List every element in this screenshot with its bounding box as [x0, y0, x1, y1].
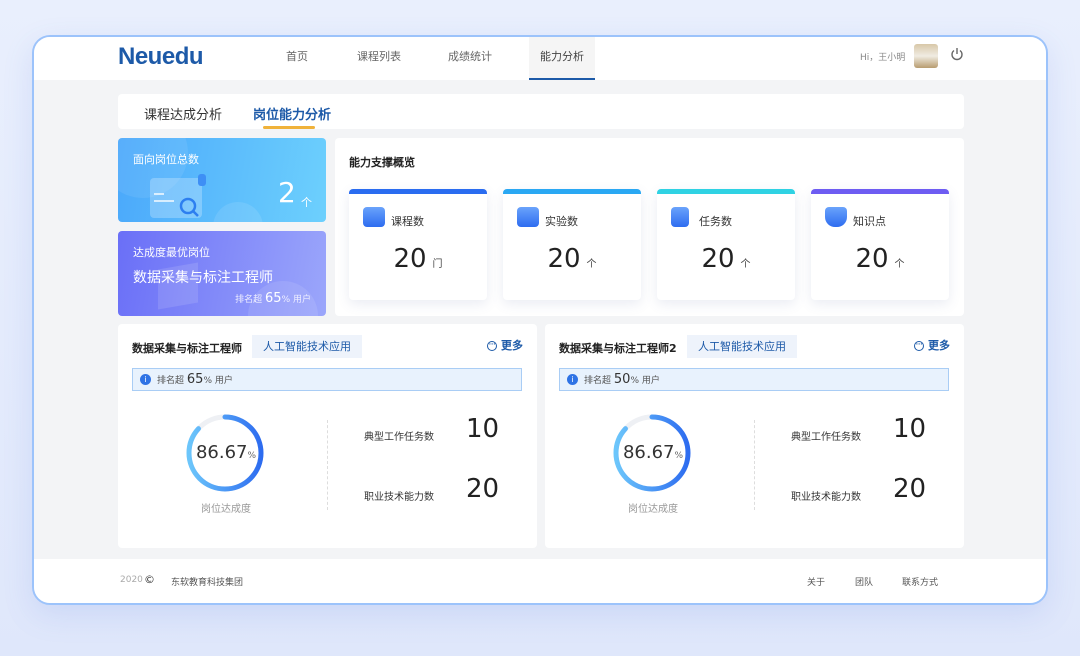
position-panel: 数据采集与标注工程师2 人工智能技术应用 ··· 更多 i 排名超 50% 用户 …: [545, 324, 964, 548]
active-tab-indicator: [263, 126, 315, 129]
more-icon: ···: [914, 341, 925, 351]
degree-value: 86.67%: [195, 442, 257, 463]
major-tag[interactable]: 人工智能技术应用: [687, 335, 797, 358]
abilities-label: 职业技术能力数: [791, 492, 861, 503]
degree-ring: [186, 414, 264, 492]
info-icon: i: [567, 374, 578, 385]
stat-card-courses[interactable]: 课程数 20 门: [349, 189, 487, 300]
best-position-card: 达成度最优岗位 数据采集与标注工程师 排名超 65% 用户: [118, 231, 326, 316]
stat-label: 知识点: [853, 215, 886, 228]
divider: [754, 420, 755, 510]
footer-link-team[interactable]: 团队: [855, 578, 874, 588]
total-positions-label: 面向岗位总数: [133, 153, 199, 166]
total-positions-unit: 个: [301, 196, 312, 209]
overview-title: 能力支撑概览: [349, 156, 415, 169]
tab-position-ability[interactable]: 岗位能力分析: [253, 108, 332, 123]
copyright-icon: ©: [144, 573, 155, 586]
tasks-value: 10: [466, 414, 500, 444]
stat-label: 实验数: [545, 215, 578, 228]
stat-card-experiments[interactable]: 实验数 20 个: [503, 189, 641, 300]
graduation-cap-icon: [825, 207, 847, 227]
degree-value: 86.67%: [622, 442, 684, 463]
abilities-value: 20: [893, 474, 927, 504]
more-icon: ···: [487, 341, 498, 351]
stat-label: 课程数: [391, 215, 424, 228]
stat-value: 20 个: [701, 244, 751, 274]
abilities-value: 20: [466, 474, 500, 504]
best-position-name: 数据采集与标注工程师: [133, 270, 273, 286]
top-header: Neuedu 首页 课程列表 成绩统计 能力分析 Hi，王小明: [34, 37, 1046, 80]
footer-link-contact[interactable]: 联系方式: [902, 578, 939, 588]
degree-label: 岗位达成度: [628, 504, 678, 515]
position-title: 数据采集与标注工程师2: [559, 342, 677, 355]
tasks-label: 典型工作任务数: [791, 432, 861, 443]
clipboard-icon: [671, 207, 689, 227]
folder-flask-icon: [517, 207, 539, 227]
position-panel: 数据采集与标注工程师 人工智能技术应用 ··· 更多 i 排名超 65% 用户 8…: [118, 324, 537, 548]
nav-grades[interactable]: 成绩统计: [448, 50, 492, 63]
stat-value: 20 门: [393, 244, 443, 274]
footer-link-about[interactable]: 关于: [807, 578, 826, 588]
footer-company: 东软教育科技集团: [171, 578, 244, 588]
best-position-label: 达成度最优岗位: [133, 246, 210, 259]
stat-label: 任务数: [699, 215, 732, 228]
tab-course-achievement[interactable]: 课程达成分析: [144, 108, 223, 123]
stat-card-tasks[interactable]: 任务数 20 个: [657, 189, 795, 300]
degree-label: 岗位达成度: [201, 504, 251, 515]
degree-ring: [613, 414, 691, 492]
rank-notice: i 排名超 50% 用户: [559, 368, 949, 391]
position-title: 数据采集与标注工程师: [132, 342, 242, 355]
total-positions-value: 2: [278, 176, 296, 209]
tasks-value: 10: [893, 414, 927, 444]
more-link[interactable]: ··· 更多: [914, 339, 950, 352]
stat-card-knowledge[interactable]: 知识点 20 个: [811, 189, 949, 300]
user-greeting: Hi，王小明: [860, 53, 906, 63]
stat-value: 20 个: [855, 244, 905, 274]
total-positions-card: 面向岗位总数 2 个: [118, 138, 326, 222]
stat-value: 20 个: [547, 244, 597, 274]
app-window: Neuedu 首页 课程列表 成绩统计 能力分析 Hi，王小明 课程达成分析 岗…: [32, 35, 1048, 605]
tab-bar: 课程达成分析 岗位能力分析: [118, 94, 964, 129]
avatar[interactable]: [914, 44, 938, 68]
major-tag[interactable]: 人工智能技术应用: [252, 335, 362, 358]
folder-user-icon: [363, 207, 385, 227]
nav-course-list[interactable]: 课程列表: [357, 50, 401, 63]
divider: [327, 420, 328, 510]
ability-overview-panel: 能力支撑概览 课程数 20 门 实验数 20 个 任务数 20 个 知识点 20 个: [335, 138, 964, 316]
tasks-label: 典型工作任务数: [364, 432, 434, 443]
abilities-label: 职业技术能力数: [364, 492, 434, 503]
more-link[interactable]: ··· 更多: [487, 339, 523, 352]
nav-ability-analysis[interactable]: 能力分析: [529, 37, 595, 80]
info-icon: i: [140, 374, 151, 385]
logo[interactable]: Neuedu: [118, 43, 204, 70]
ring-progress: [186, 414, 264, 492]
ring-progress: [613, 414, 691, 492]
power-icon[interactable]: [950, 47, 964, 61]
best-position-rank: 排名超 65% 用户: [235, 291, 311, 306]
document-search-icon: [150, 174, 206, 218]
footer: 2020 © 东软教育科技集团 关于 团队 联系方式: [34, 559, 1046, 603]
footer-year: 2020: [120, 575, 143, 585]
nav-home[interactable]: 首页: [286, 50, 308, 63]
rank-notice: i 排名超 65% 用户: [132, 368, 522, 391]
